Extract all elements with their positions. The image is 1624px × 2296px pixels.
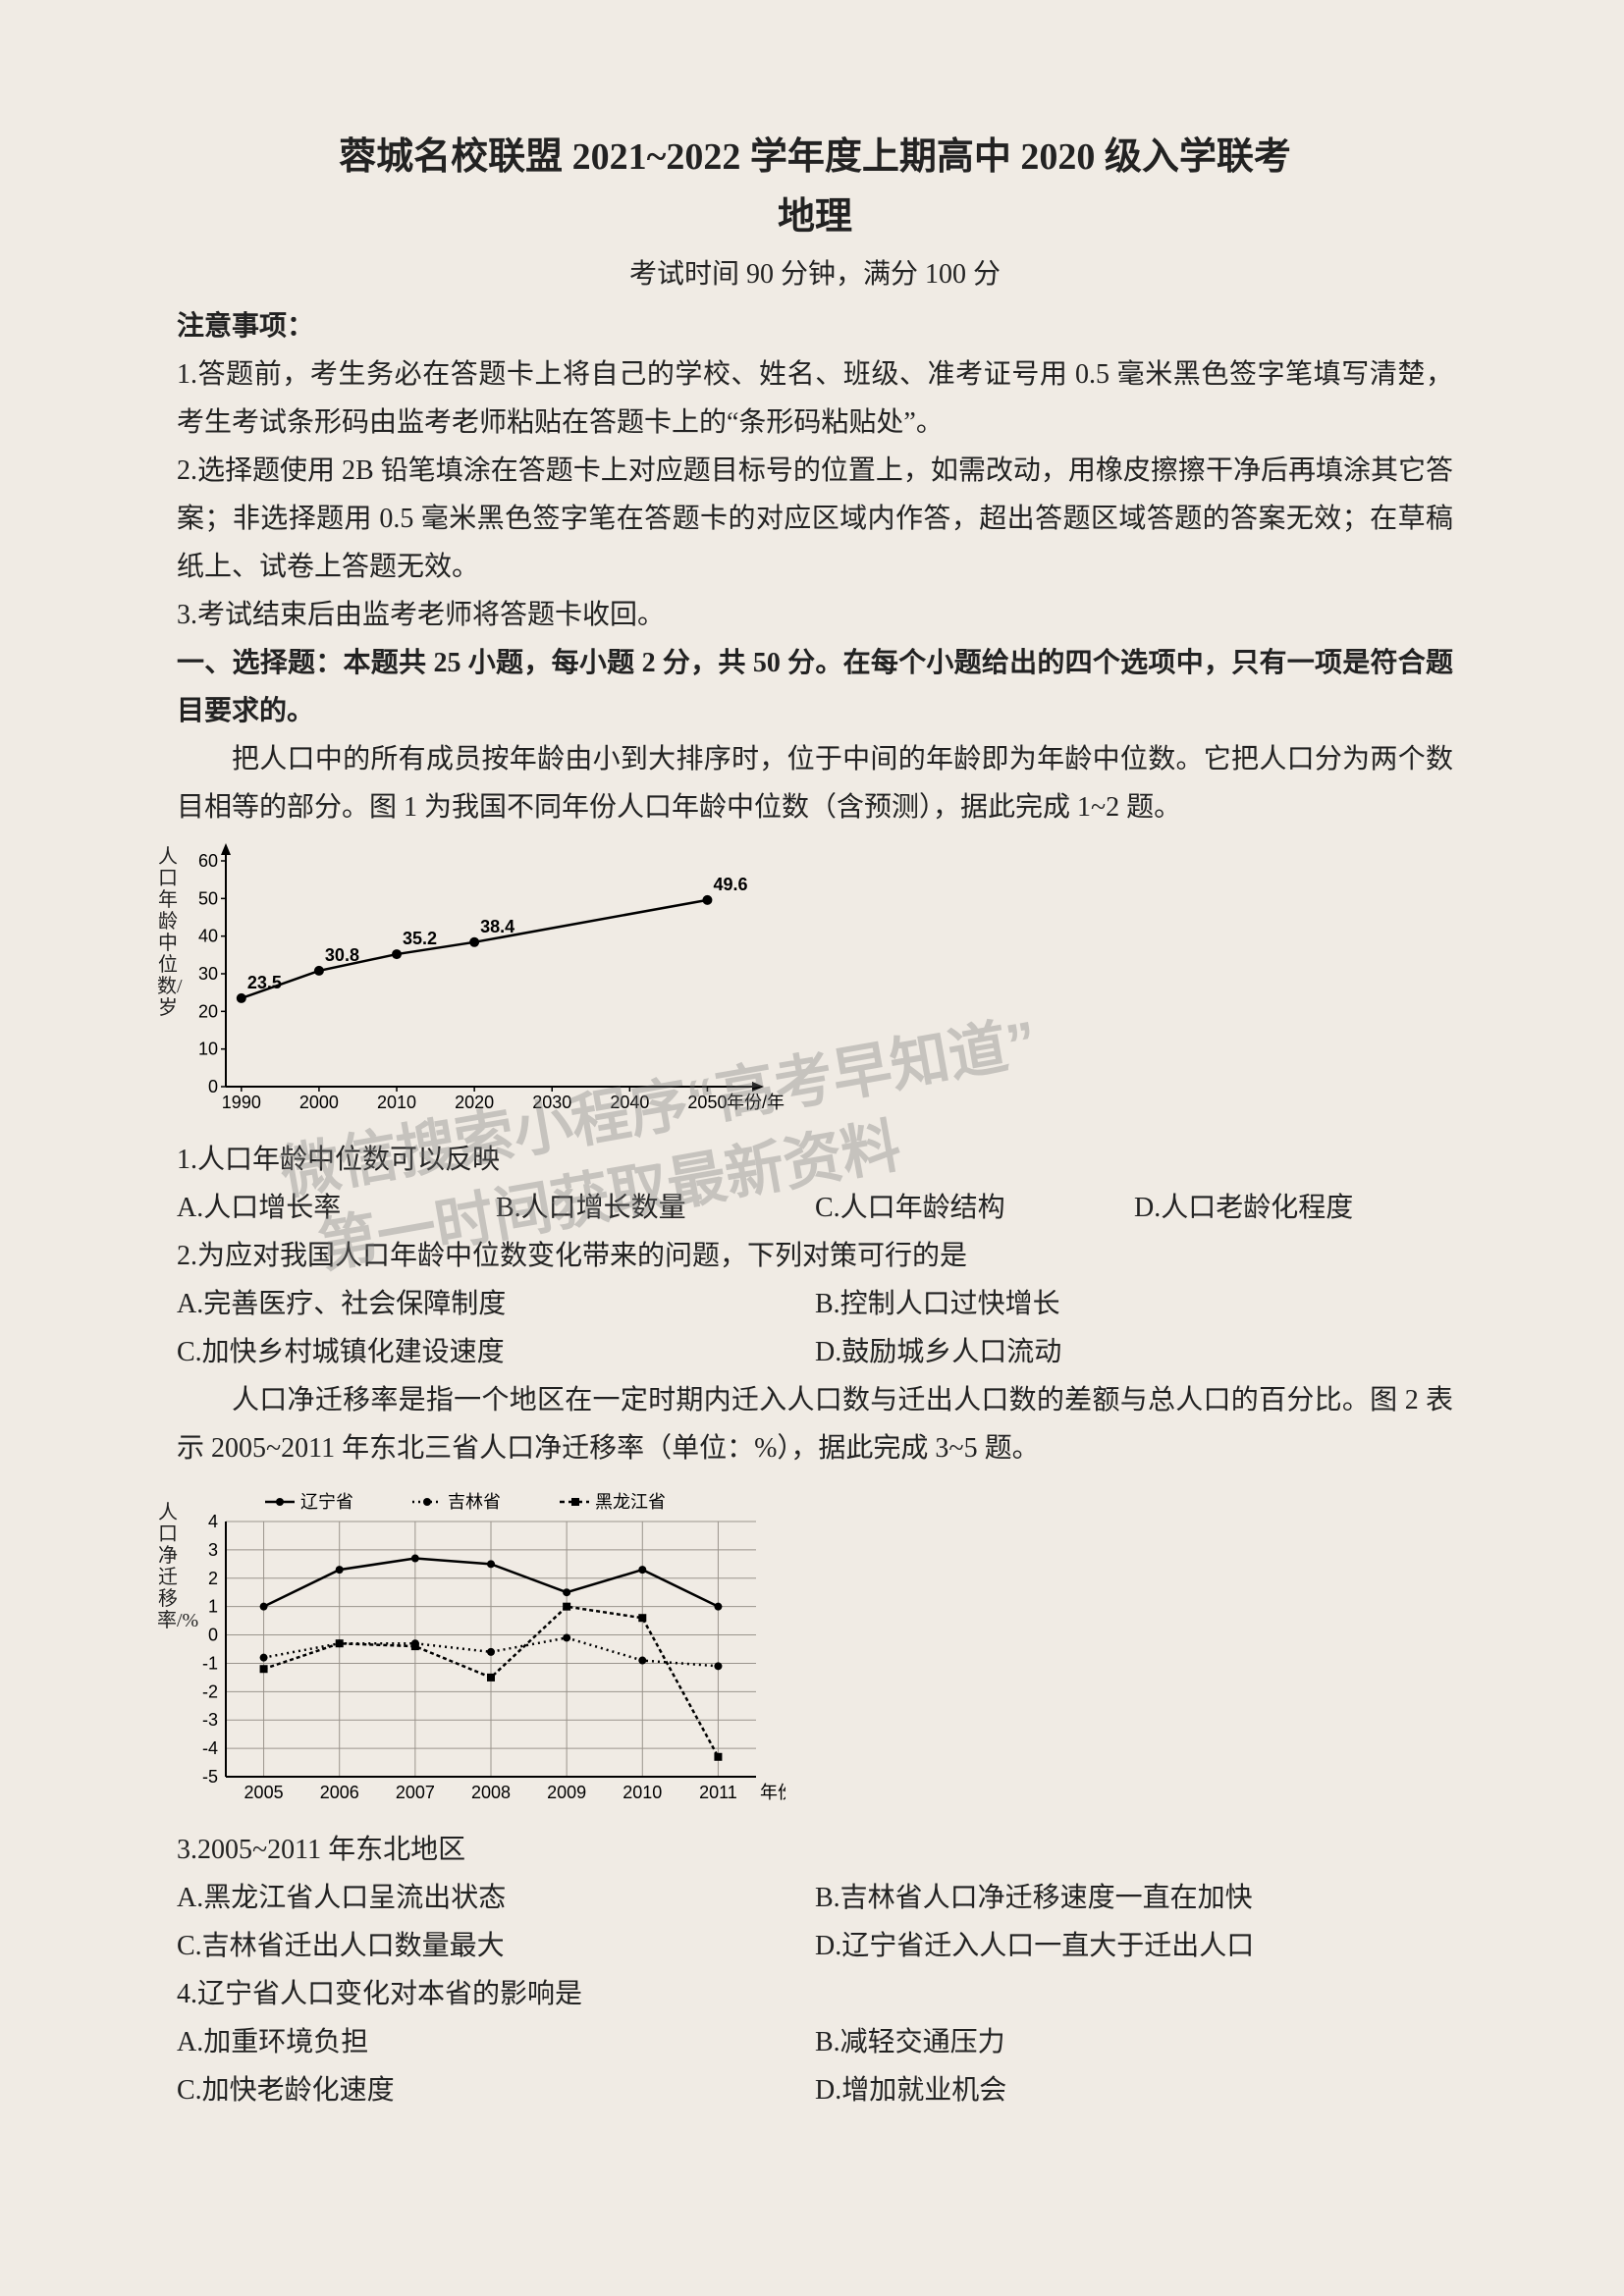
svg-text:年份/年: 年份/年	[727, 1093, 785, 1112]
svg-text:-1: -1	[202, 1653, 218, 1673]
q2-opt-c: C.加快乡村城镇化建设速度	[177, 1328, 815, 1376]
notice-3: 3.考试结束后由监考老师将答题卡收回。	[177, 591, 1453, 639]
exam-info: 考试时间 90 分钟，满分 100 分	[177, 247, 1453, 302]
q1-stem: 1.人口年龄中位数可以反映	[177, 1136, 1453, 1184]
chart1-svg: 0102030405060199020002010202020302040205…	[157, 841, 785, 1126]
svg-text:1: 1	[208, 1596, 218, 1616]
chart2-ylabel: 人口净迁移率/%	[157, 1502, 179, 1631]
svg-text:2011: 2011	[699, 1783, 737, 1802]
svg-text:1990: 1990	[222, 1093, 261, 1112]
svg-text:2005: 2005	[244, 1783, 284, 1802]
svg-text:2007: 2007	[396, 1783, 435, 1802]
q3-opt-b: B.吉林省人口净迁移速度一直在加快	[815, 1874, 1453, 1922]
passage-2: 人口净迁移率是指一个地区在一定时期内迁入人口数与迁出人口数的差额与总人口的百分比…	[177, 1376, 1453, 1472]
svg-text:0: 0	[208, 1625, 218, 1644]
section1-header: 一、选择题：本题共 25 小题，每小题 2 分，共 50 分。在每个小题给出的四…	[177, 639, 1453, 735]
q3-opt-c: C.吉林省迁出人口数量最大	[177, 1922, 815, 1970]
q4-opt-c: C.加快老龄化速度	[177, 2066, 815, 2114]
q3-opt-d: D.辽宁省迁入人口一直大于迁出人口	[815, 1922, 1453, 1970]
svg-text:3: 3	[208, 1539, 218, 1559]
q2-options-row1: A.完善医疗、社会保障制度 B.控制人口过快增长	[177, 1280, 1453, 1328]
svg-text:2008: 2008	[471, 1783, 511, 1802]
q1-opt-a: A.人口增长率	[177, 1184, 496, 1232]
content-column: 蓉城名校联盟 2021~2022 学年度上期高中 2020 级入学联考 地理 考…	[177, 128, 1453, 2114]
svg-text:-2: -2	[202, 1682, 218, 1701]
svg-text:0: 0	[208, 1077, 218, 1096]
svg-text:辽宁省: 辽宁省	[300, 1492, 353, 1512]
q4-stem: 4.辽宁省人口变化对本省的影响是	[177, 1970, 1453, 2018]
svg-text:-4: -4	[202, 1738, 218, 1758]
q3-options-row1: A.黑龙江省人口呈流出状态 B.吉林省人口净迁移速度一直在加快	[177, 1874, 1453, 1922]
q1-options: A.人口增长率 B.人口增长数量 C.人口年龄结构 D.人口老龄化程度	[177, 1184, 1453, 1232]
svg-text:2030: 2030	[532, 1093, 571, 1112]
passage-1: 把人口中的所有成员按年龄由小到大排序时，位于中间的年龄即为年龄中位数。它把人口分…	[177, 735, 1453, 831]
svg-text:2009: 2009	[547, 1783, 586, 1802]
q2-stem: 2.为应对我国人口年龄中位数变化带来的问题，下列对策可行的是	[177, 1232, 1453, 1280]
svg-text:吉林省: 吉林省	[448, 1492, 501, 1512]
exam-title-line1: 蓉城名校联盟 2021~2022 学年度上期高中 2020 级入学联考	[177, 128, 1453, 187]
svg-text:2010: 2010	[377, 1093, 416, 1112]
exam-title-line2: 地理	[177, 187, 1453, 247]
svg-text:-3: -3	[202, 1710, 218, 1730]
svg-text:40: 40	[198, 926, 218, 945]
chart2-svg: -5 -4 -3 -2 -1 0 1 2 3 4 2005 2006 2007 2008 2009 2010 2…	[157, 1482, 785, 1816]
q4-opt-b: B.减轻交通压力	[815, 2018, 1453, 2066]
svg-text:2006: 2006	[320, 1783, 359, 1802]
svg-text:2000: 2000	[299, 1093, 339, 1112]
chart-2: 人口净迁移率/% -5 -4 -3 -2 -1 0 1 2 3 4 2005 2006 2007 2008…	[157, 1482, 1453, 1816]
svg-text:49.6: 49.6	[713, 874, 747, 893]
svg-text:30.8: 30.8	[325, 945, 359, 965]
q1-opt-d: D.人口老龄化程度	[1134, 1184, 1453, 1232]
q2-options-row2: C.加快乡村城镇化建设速度 D.鼓励城乡人口流动	[177, 1328, 1453, 1376]
svg-text:35.2: 35.2	[403, 929, 437, 948]
q3-opt-a: A.黑龙江省人口呈流出状态	[177, 1874, 815, 1922]
svg-text:2: 2	[208, 1568, 218, 1587]
svg-text:2040: 2040	[610, 1093, 649, 1112]
q1-opt-c: C.人口年龄结构	[815, 1184, 1134, 1232]
q4-options-row1: A.加重环境负担 B.减轻交通压力	[177, 2018, 1453, 2066]
chart-1: 人口年龄中位数/岁 010203040506019902000201020202…	[157, 841, 1453, 1126]
q4-options-row2: C.加快老龄化速度 D.增加就业机会	[177, 2066, 1453, 2114]
svg-text:年份/年: 年份/年	[760, 1783, 785, 1802]
svg-text:2010: 2010	[623, 1783, 662, 1802]
svg-text:10: 10	[198, 1039, 218, 1058]
svg-text:60: 60	[198, 851, 218, 871]
svg-text:20: 20	[198, 1001, 218, 1021]
svg-text:23.5: 23.5	[247, 973, 282, 992]
page: 蓉城名校联盟 2021~2022 学年度上期高中 2020 级入学联考 地理 考…	[0, 0, 1624, 2296]
q3-stem: 3.2005~2011 年东北地区	[177, 1826, 1453, 1874]
svg-text:30: 30	[198, 964, 218, 984]
q2-opt-d: D.鼓励城乡人口流动	[815, 1328, 1453, 1376]
chart1-ylabel: 人口年龄中位数/岁	[157, 846, 179, 1019]
svg-text:2020: 2020	[455, 1093, 494, 1112]
svg-text:4: 4	[208, 1512, 218, 1531]
q1-opt-b: B.人口增长数量	[496, 1184, 815, 1232]
notice-1: 1.答题前，考生务必在答题卡上将自己的学校、姓名、班级、准考证号用 0.5 毫米…	[177, 350, 1453, 447]
svg-text:38.4: 38.4	[480, 916, 514, 935]
q4-opt-d: D.增加就业机会	[815, 2066, 1453, 2114]
notice-2: 2.选择题使用 2B 铅笔填涂在答题卡上对应题目标号的位置上，如需改动，用橡皮擦…	[177, 447, 1453, 591]
svg-text:2050: 2050	[687, 1093, 727, 1112]
notice-header: 注意事项：	[177, 302, 1453, 350]
q4-opt-a: A.加重环境负担	[177, 2018, 815, 2066]
svg-text:-5: -5	[202, 1767, 218, 1787]
svg-text:黑龙江省: 黑龙江省	[595, 1492, 666, 1512]
svg-text:50: 50	[198, 888, 218, 908]
q2-opt-b: B.控制人口过快增长	[815, 1280, 1453, 1328]
q3-options-row2: C.吉林省迁出人口数量最大 D.辽宁省迁入人口一直大于迁出人口	[177, 1922, 1453, 1970]
q2-opt-a: A.完善医疗、社会保障制度	[177, 1280, 815, 1328]
